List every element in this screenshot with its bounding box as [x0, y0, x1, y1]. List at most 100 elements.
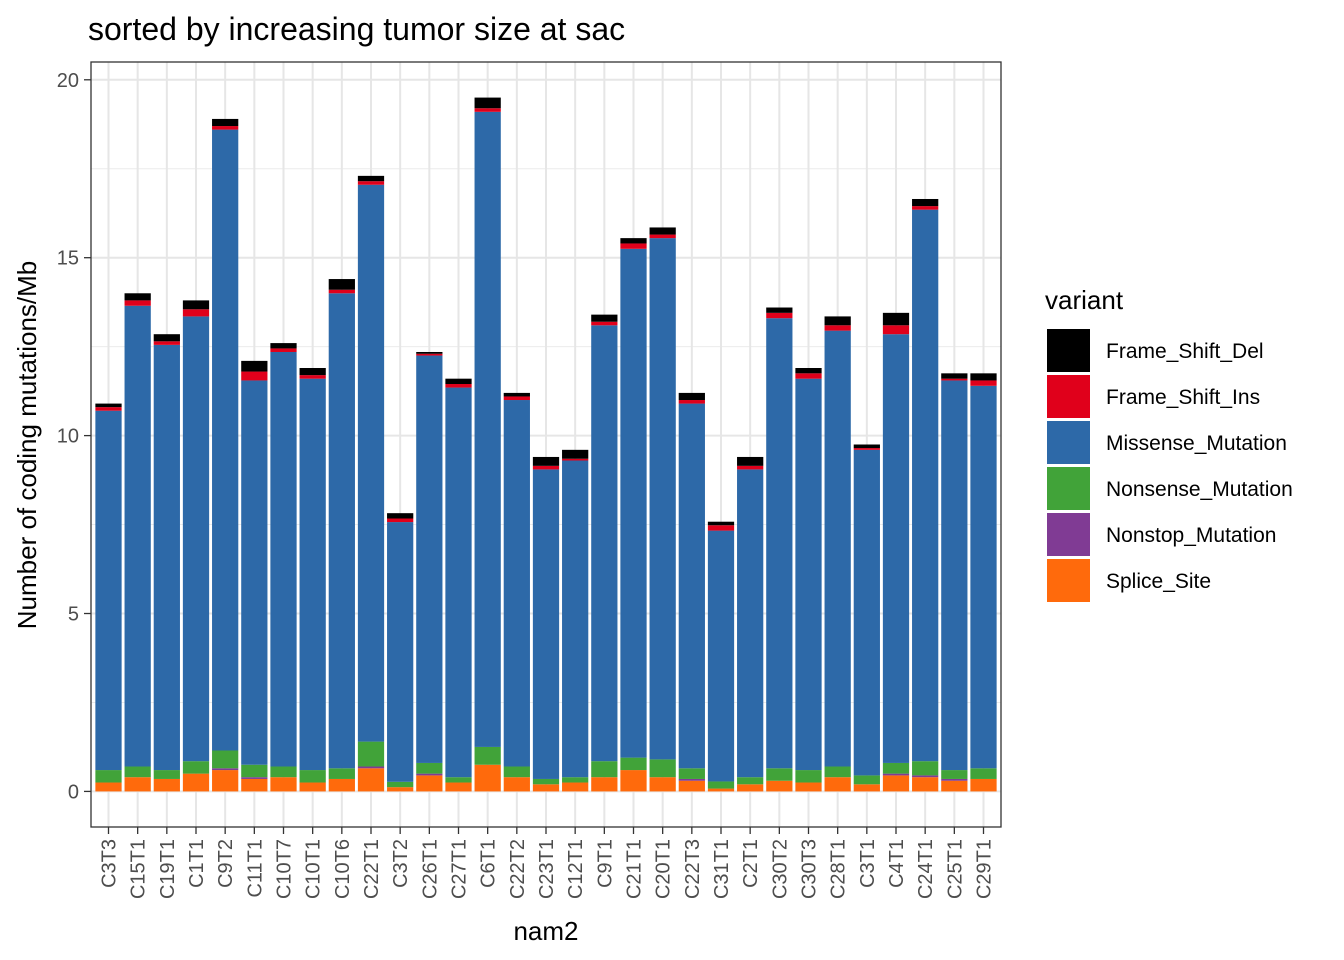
- x-tick-label: C23T1: [536, 839, 558, 899]
- x-tick-label: C31T1: [711, 839, 733, 899]
- bar-segment: [941, 373, 968, 379]
- bar-segment: [562, 782, 589, 792]
- legend: variant Frame_Shift_Del Frame_Shift_Ins Mi…: [1045, 285, 1293, 602]
- bar-segment: [212, 750, 239, 769]
- legend-swatch: [1047, 421, 1090, 464]
- bar-segment: [124, 766, 151, 778]
- bar-segment: [737, 784, 764, 792]
- bar-segment: [766, 318, 793, 769]
- bar-segment: [737, 777, 764, 785]
- bar-segment: [299, 378, 326, 771]
- bar-segment: [270, 348, 297, 352]
- legend-swatch: [1047, 467, 1090, 510]
- x-tick-label: C1T1: [186, 839, 208, 888]
- bar-segment: [474, 111, 501, 747]
- bar-segment: [124, 300, 151, 306]
- bar-segment: [387, 518, 414, 523]
- bar-segment: [241, 371, 268, 381]
- x-tick-label: C27T1: [449, 839, 471, 899]
- bar-segment: [766, 312, 793, 319]
- bar-segment: [474, 108, 501, 112]
- bar-segment: [912, 777, 939, 792]
- x-tick-label: C10T6: [332, 839, 354, 899]
- bar-segment: [970, 768, 997, 779]
- bar-segment: [95, 410, 122, 771]
- bar-segment: [678, 768, 705, 779]
- chart-title: sorted by increasing tumor size at sac: [88, 11, 625, 47]
- y-tick-label: 0: [68, 781, 79, 803]
- legend-swatch: [1047, 375, 1090, 418]
- legend-label: Nonstop_Mutation: [1106, 524, 1276, 547]
- bar-segment: [182, 773, 210, 792]
- bar-segment: [941, 380, 968, 771]
- x-tick-label: C24T1: [915, 839, 937, 899]
- bar-segment: [912, 761, 939, 776]
- bar-segment: [503, 400, 530, 767]
- bar-segment: [562, 449, 589, 459]
- bar-segment: [678, 780, 705, 792]
- bar-segment: [649, 759, 676, 778]
- bar-segment: [853, 449, 880, 776]
- bar-segment: [503, 396, 530, 401]
- bar-segment: [182, 761, 210, 774]
- bar-segment: [416, 353, 443, 356]
- bar-segment: [912, 775, 939, 778]
- bar-segment: [503, 777, 530, 792]
- bar-segment: [357, 741, 385, 767]
- bar-segment: [795, 378, 822, 771]
- bar-segment: [212, 118, 239, 127]
- bar-segment: [970, 380, 997, 386]
- bar-segment: [241, 380, 268, 765]
- bar-segment: [299, 770, 326, 783]
- bar-segment: [795, 770, 822, 783]
- bar-segment: [766, 780, 793, 792]
- x-tick-label: C25T1: [944, 839, 966, 899]
- bar-segment: [182, 309, 210, 317]
- y-tick-label: 15: [57, 248, 79, 270]
- x-tick-label: C10T7: [274, 839, 296, 899]
- bar-segment: [212, 768, 239, 771]
- bar-segment: [95, 407, 122, 411]
- bar-segment: [795, 368, 822, 374]
- bar-segment: [678, 400, 705, 404]
- x-tick-label: C21T1: [624, 839, 646, 899]
- bar-segment: [970, 778, 997, 792]
- bar-segment: [328, 293, 355, 769]
- x-tick-label: C19T1: [157, 839, 179, 899]
- x-axis-title: nam2: [513, 916, 578, 946]
- bar-segment: [357, 184, 385, 742]
- bar-segment: [766, 307, 793, 313]
- bar-segment: [357, 175, 385, 182]
- bar-segment: [737, 465, 764, 470]
- bar-segment: [416, 355, 443, 763]
- bar-segment: [357, 768, 385, 792]
- bar-segment: [678, 392, 705, 401]
- bar-segment: [153, 770, 180, 779]
- bar-segment: [620, 248, 647, 758]
- legend-label: Nonsense_Mutation: [1106, 478, 1293, 501]
- bar-segment: [737, 469, 764, 778]
- bar-segment: [591, 314, 618, 322]
- bar-segment: [882, 334, 910, 763]
- bar-segment: [649, 238, 676, 760]
- bar-segment: [212, 126, 239, 130]
- x-tick-label: C10T1: [303, 839, 325, 899]
- bar-segment: [591, 321, 618, 326]
- bar-segment: [416, 351, 443, 354]
- legend-label: Frame_Shift_Ins: [1106, 386, 1260, 409]
- bar-segment: [620, 243, 647, 249]
- x-tick-label: C15T1: [128, 839, 150, 899]
- bar-segment: [153, 341, 180, 345]
- bar-segment: [678, 778, 705, 781]
- x-tick-label: C22T1: [361, 839, 383, 899]
- legend-swatch: [1047, 329, 1090, 372]
- x-tick-label: C11T1: [244, 839, 266, 898]
- x-tick-label: C9T1: [594, 839, 616, 888]
- bar-segment: [824, 325, 851, 331]
- bar-segment: [737, 456, 764, 466]
- bar-segment: [912, 209, 939, 762]
- bar-segment: [387, 522, 414, 782]
- bar-segment: [620, 757, 647, 771]
- bar-segment: [182, 316, 210, 762]
- bar-segment: [853, 775, 880, 785]
